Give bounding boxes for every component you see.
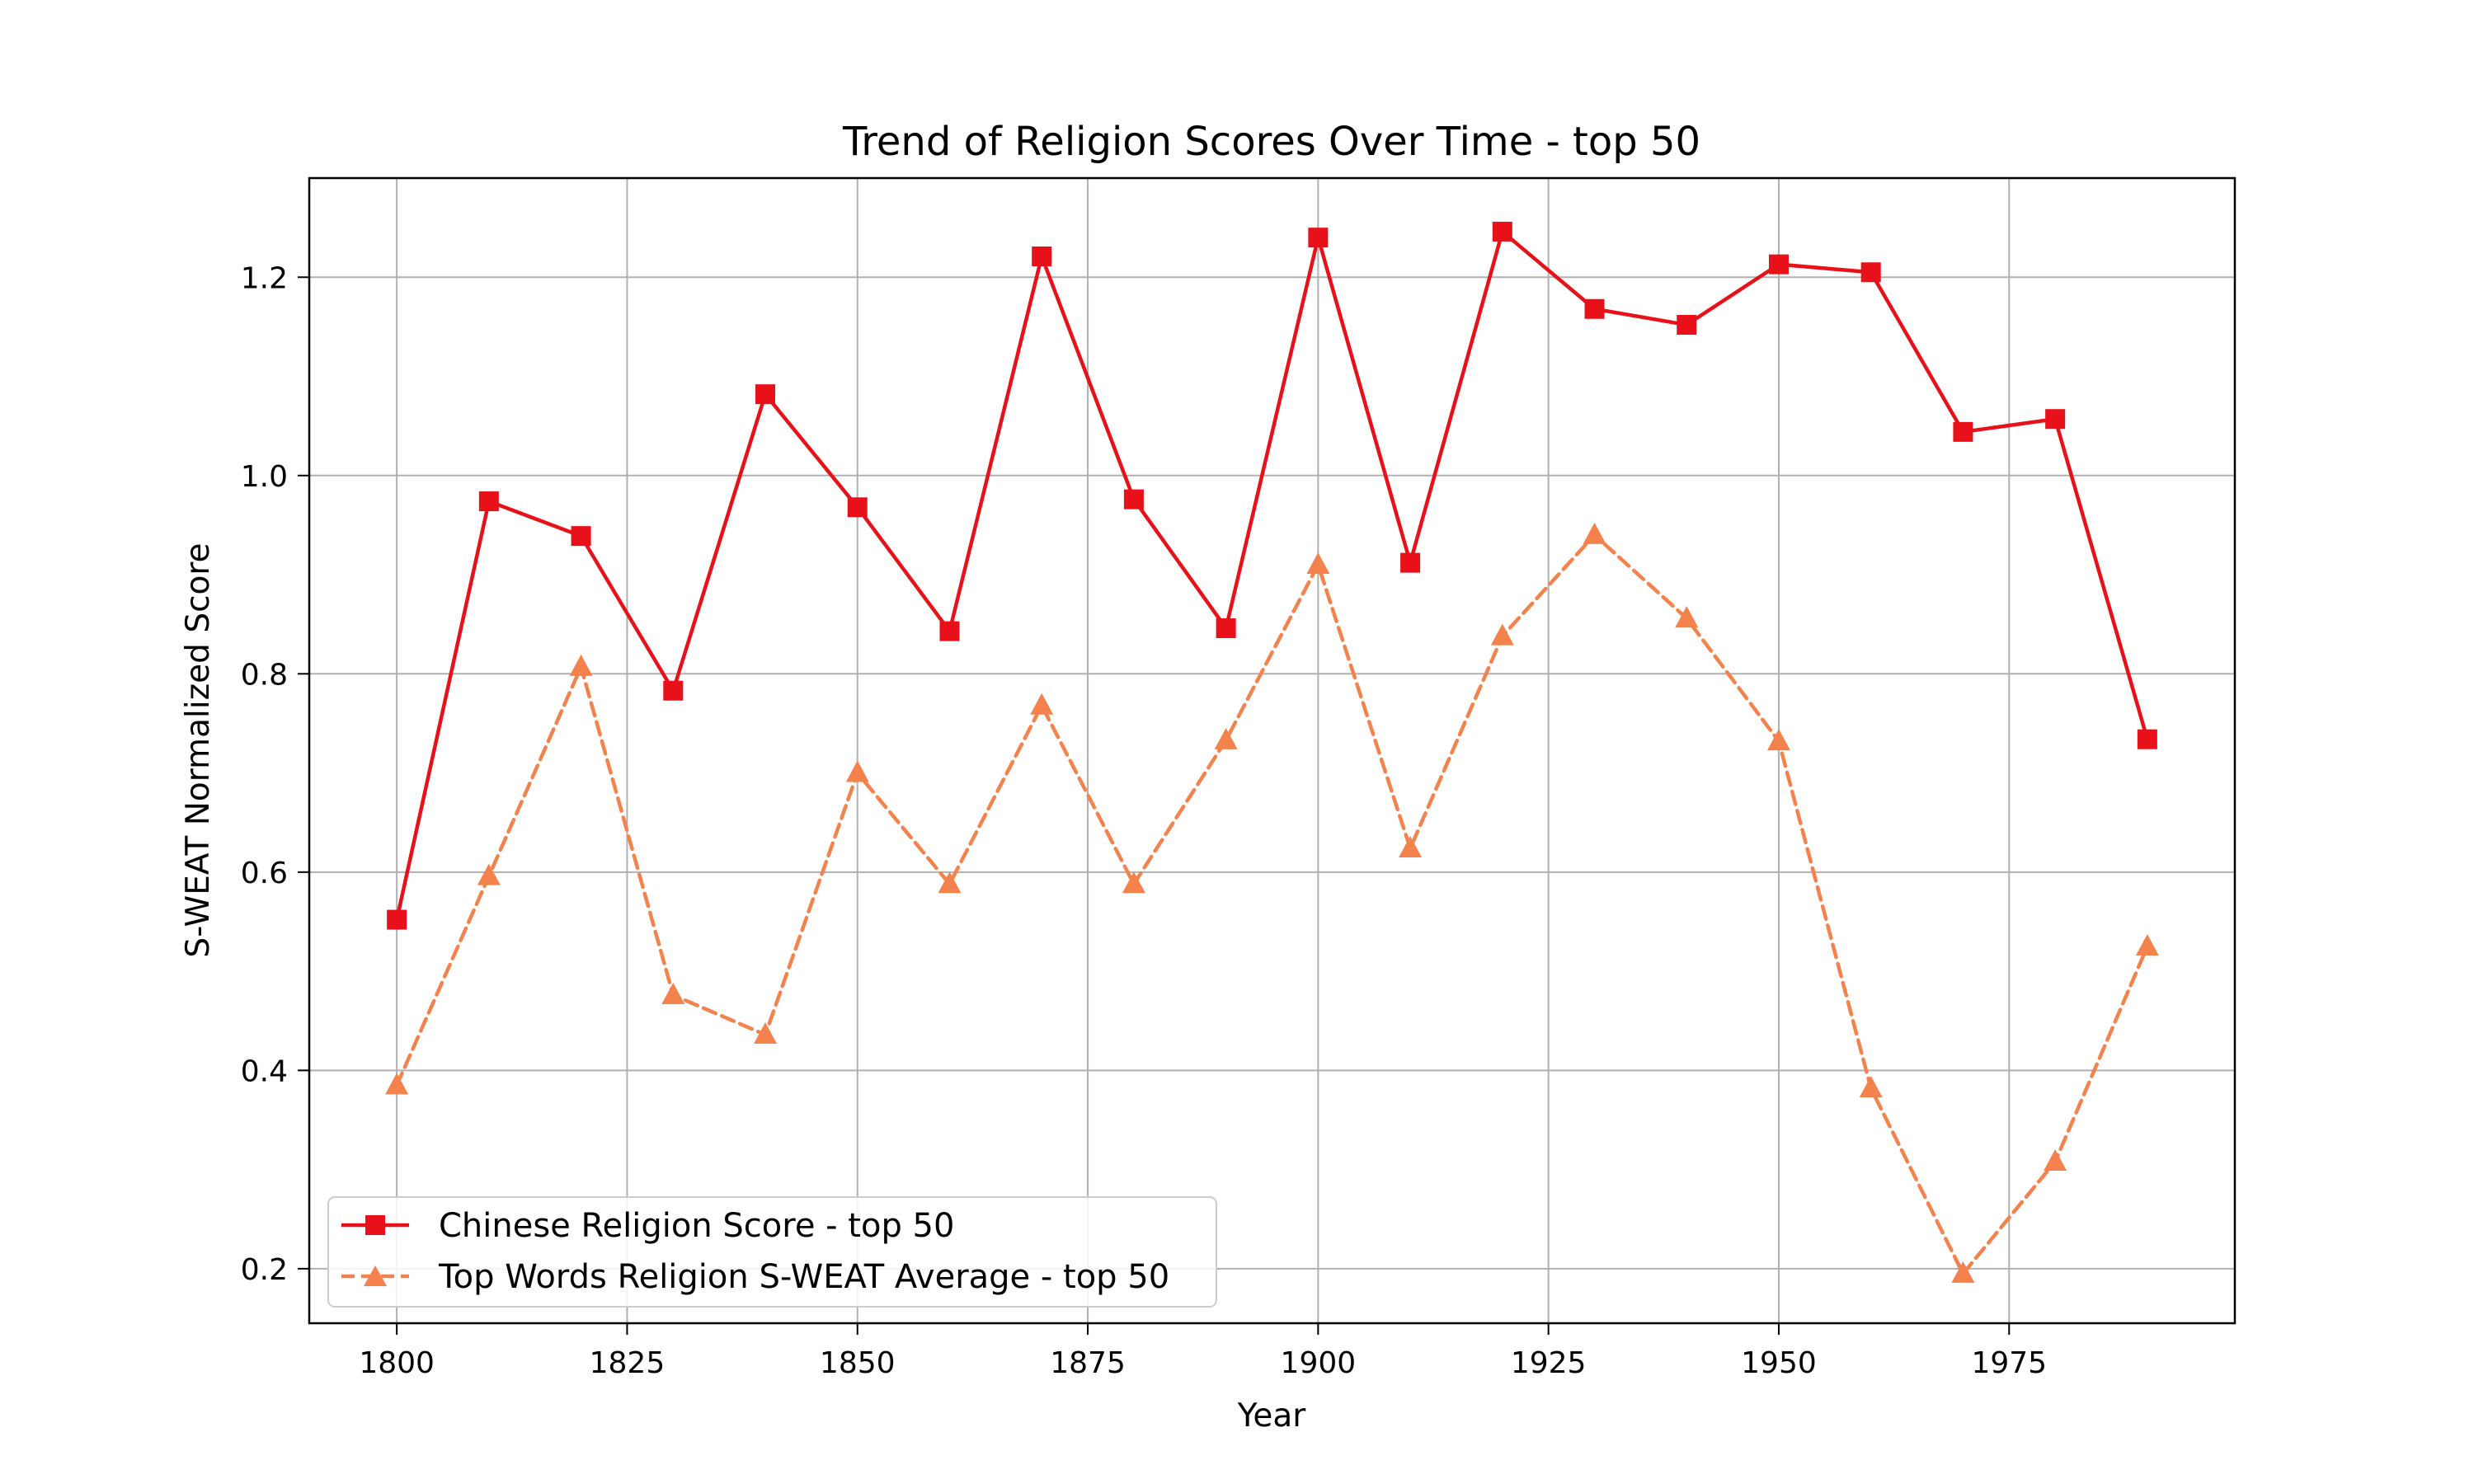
data-point-top-words-average — [1859, 1075, 1883, 1097]
data-point-chinese-religion — [1032, 247, 1052, 267]
y-tick-label: 0.8 — [241, 658, 288, 692]
data-point-chinese-religion — [1953, 421, 1973, 442]
data-point-chinese-religion — [571, 526, 591, 547]
data-point-top-words-average — [938, 871, 962, 894]
data-point-top-words-average — [845, 760, 869, 782]
data-point-chinese-religion — [663, 680, 684, 701]
legend: Chinese Religion Score - top 50 Top Word… — [327, 1196, 1217, 1308]
data-point-top-words-average — [1951, 1261, 1975, 1283]
data-point-top-words-average — [569, 654, 593, 676]
data-point-top-words-average — [661, 982, 685, 1004]
series-line-top-words-average — [394, 533, 2150, 1276]
x-axis-label: Year — [1237, 1397, 1307, 1435]
data-point-top-words-average — [2135, 934, 2159, 956]
data-point-chinese-religion — [847, 497, 868, 518]
x-tick-label: 1900 — [1281, 1346, 1357, 1380]
x-tick-label: 1850 — [820, 1346, 896, 1380]
x-tick-label: 1800 — [359, 1346, 435, 1380]
y-tick-label: 0.2 — [241, 1253, 288, 1287]
data-point-top-words-average — [477, 863, 501, 885]
data-point-top-words-average — [2044, 1148, 2067, 1171]
x-tick-label: 1875 — [1050, 1346, 1126, 1380]
data-point-chinese-religion — [1308, 228, 1329, 248]
data-point-chinese-religion — [1216, 618, 1236, 638]
data-point-top-words-average — [1490, 623, 1514, 646]
legend-box — [327, 1196, 1217, 1308]
axis-ticks: 1800 1825 1850 1875 1900 1925 1950 1975 0.2 0.4 0.… — [241, 261, 2047, 1380]
legend-label-chinese-religion: Chinese Religion Score - top 50 — [439, 1207, 954, 1245]
data-point-top-words-average — [1399, 835, 1423, 857]
y-tick-label: 1.0 — [241, 460, 288, 494]
x-tick-label: 1950 — [1741, 1346, 1817, 1380]
data-point-chinese-religion — [2137, 729, 2157, 749]
data-point-top-words-average — [1306, 552, 1330, 575]
data-point-top-words-average — [1122, 871, 1145, 894]
data-point-chinese-religion — [1768, 254, 1789, 275]
data-point-chinese-religion — [1123, 489, 1144, 510]
y-tick-label: 1.2 — [241, 261, 288, 295]
y-tick-label: 0.6 — [241, 857, 288, 890]
data-point-chinese-religion — [2045, 409, 2066, 430]
data-point-top-words-average — [1583, 522, 1606, 544]
data-point-chinese-religion — [1492, 221, 1512, 242]
data-point-chinese-religion — [1860, 262, 1881, 283]
series-line-chinese-religion — [394, 229, 2150, 922]
data-point-chinese-religion — [1677, 314, 1697, 335]
data-point-chinese-religion — [1400, 552, 1421, 573]
data-point-chinese-religion — [1584, 298, 1605, 319]
legend-marker-triangle — [364, 1266, 387, 1286]
legend-marker-square — [365, 1215, 385, 1235]
x-tick-label: 1975 — [1971, 1346, 2047, 1380]
data-point-chinese-religion — [478, 491, 499, 512]
x-tick-label: 1925 — [1511, 1346, 1587, 1380]
data-point-chinese-religion — [387, 909, 407, 930]
data-point-top-words-average — [1675, 605, 1699, 627]
data-point-chinese-religion — [755, 384, 776, 405]
data-point-top-words-average — [1766, 729, 1790, 751]
x-tick-label: 1825 — [590, 1346, 666, 1380]
legend-label-top-words-average: Top Words Religion S-WEAT Average - top … — [438, 1258, 1169, 1296]
y-axis-label: S-WEAT Normalized Score — [180, 542, 217, 957]
data-point-top-words-average — [385, 1073, 409, 1095]
series-layer — [385, 221, 2159, 1283]
plot-area-frame — [308, 176, 2236, 1325]
chart-title: Trend of Religion Scores Over Time - top… — [842, 119, 1700, 165]
data-point-top-words-average — [754, 1022, 778, 1045]
data-point-top-words-average — [1214, 727, 1238, 749]
y-tick-label: 0.4 — [241, 1054, 288, 1088]
data-point-chinese-religion — [939, 621, 960, 641]
data-point-top-words-average — [1030, 693, 1054, 715]
